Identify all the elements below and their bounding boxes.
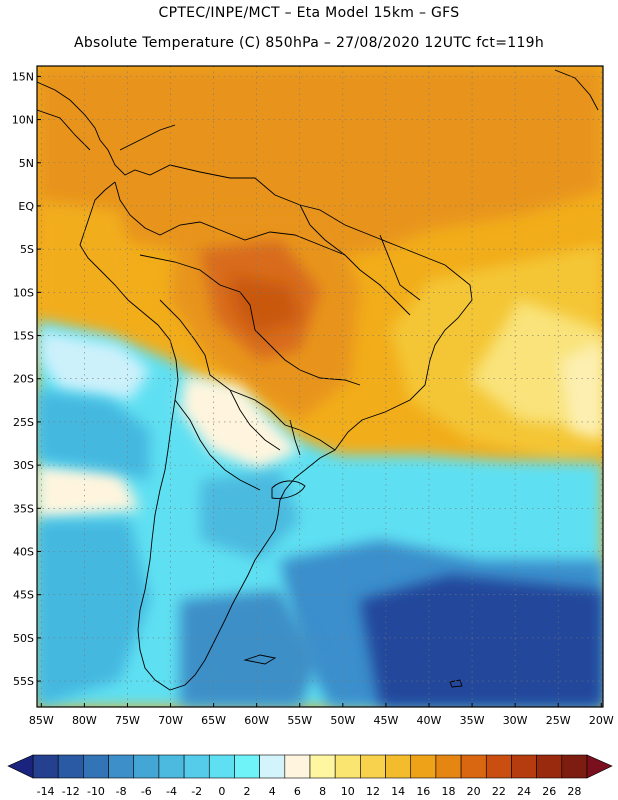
- colorbar-label: 22: [492, 785, 506, 798]
- colorbar-label: 10: [341, 785, 355, 798]
- longitude-label: 45W: [373, 714, 398, 727]
- latitude-label: 45S: [13, 589, 34, 602]
- colorbar-label: 24: [517, 785, 531, 798]
- coastlines-and-borders: [37, 69, 599, 691]
- colorbar-label: 20: [467, 785, 481, 798]
- colorbar-label: 6: [294, 785, 301, 798]
- colorbar-box: [309, 754, 336, 779]
- colorbar-box: [208, 754, 235, 779]
- colorbar-box: [460, 754, 487, 779]
- colorbar-box: [183, 754, 210, 779]
- longitude-label: 40W: [417, 714, 442, 727]
- grid-lines: [37, 66, 603, 707]
- colorbar-boxes: [32, 754, 588, 779]
- colorbar-label: 2: [244, 785, 251, 798]
- colorbar-label: 16: [416, 785, 430, 798]
- longitude-label: 20W: [589, 714, 614, 727]
- colorbar-box: [133, 754, 160, 779]
- colorbar-box: [410, 754, 437, 779]
- latitude-label: 25S: [13, 416, 34, 429]
- colorbar-box: [284, 754, 311, 779]
- colorbar-box: [83, 754, 109, 779]
- colorbar: -14 -12 -10 -8 -6 -4 -2 0 2 4 6 8 10 12 14 16 18 20 22 24 26…: [7, 754, 613, 798]
- longitude-label: 35W: [460, 714, 485, 727]
- colorbar-label: -14: [37, 785, 55, 798]
- colorbar-box: [158, 754, 185, 779]
- colorbar-label: 14: [391, 785, 405, 798]
- chart-title-line1: CPTEC/INPE/MCT – Eta Model 15km – GFS: [158, 5, 460, 21]
- latitude-labels: 15N 10N 5N EQ 5S 10S 15S 20S 25S 30S 35S 40S 45S 50S 5…: [12, 70, 41, 688]
- colorbar-left-arrow: [7, 754, 34, 779]
- latitude-label: 40S: [13, 546, 34, 559]
- latitude-label: 50S: [13, 632, 34, 645]
- chart-title-line2: Absolute Temperature (C) 850hPa – 27/08/…: [73, 35, 545, 51]
- colorbar-box: [435, 754, 462, 779]
- colorbar-labels: -14 -12 -10 -8 -6 -4 -2 0 2 4 6 8 10 12 14 16 18 20 22 24 26…: [37, 785, 582, 798]
- longitude-label: 30W: [503, 714, 528, 727]
- longitude-label: 65W: [201, 714, 226, 727]
- latitude-label: 10N: [12, 114, 34, 127]
- latitude-label: 55S: [13, 675, 34, 688]
- latitude-label: 15S: [13, 330, 34, 343]
- colorbar-box: [259, 754, 286, 779]
- colorbar-label: 8: [319, 785, 326, 798]
- colorbar-box: [360, 754, 386, 779]
- longitude-label: 75W: [115, 714, 140, 727]
- colorbar-box: [334, 754, 361, 779]
- latitude-label: 20S: [13, 373, 34, 386]
- longitude-label: 85W: [29, 714, 54, 727]
- colorbar-label: -10: [87, 785, 105, 798]
- latitude-label: 15N: [12, 70, 34, 83]
- latitude-label: EQ: [18, 200, 34, 213]
- map-frame: [36, 65, 604, 708]
- latitude-label: 5N: [19, 157, 34, 170]
- colorbar-label: -4: [166, 785, 177, 798]
- colorbar-box: [32, 754, 59, 779]
- colorbar-box: [561, 754, 588, 779]
- colorbar-box: [57, 754, 84, 779]
- colorbar-label: -6: [141, 785, 152, 798]
- latitude-label: 35S: [13, 502, 34, 515]
- colorbar-label: 26: [542, 785, 556, 798]
- longitude-label: 55W: [287, 714, 312, 727]
- colorbar-label: 28: [567, 785, 581, 798]
- colorbar-box: [385, 754, 412, 779]
- temperature-field: [37, 66, 603, 707]
- latitude-label: 30S: [13, 459, 34, 472]
- colorbar-label: -2: [191, 785, 202, 798]
- longitude-label: 25W: [546, 714, 571, 727]
- colorbar-label: 0: [218, 785, 225, 798]
- latitude-label: 10S: [13, 286, 34, 299]
- colorbar-label: 12: [366, 785, 380, 798]
- longitude-labels: 85W 80W 75W 70W 65W 60W 55W 50W 45W 40W 35W 30W 25W 2…: [29, 703, 614, 727]
- colorbar-box: [485, 754, 512, 779]
- longitude-label: 80W: [72, 714, 97, 727]
- colorbar-box: [108, 754, 135, 779]
- temperature-map: 15N 10N 5N EQ 5S 10S 15S 20S 25S 30S 35S 40S 45S 50S 5…: [12, 65, 614, 727]
- colorbar-label: 4: [269, 785, 276, 798]
- longitude-label: 50W: [330, 714, 355, 727]
- longitude-label: 70W: [158, 714, 183, 727]
- colorbar-box: [511, 754, 537, 779]
- longitude-label: 60W: [244, 714, 269, 727]
- colorbar-box: [234, 754, 260, 779]
- colorbar-right-arrow: [586, 754, 613, 779]
- colorbar-box: [536, 754, 563, 779]
- colorbar-label: -12: [62, 785, 80, 798]
- colorbar-label: -8: [116, 785, 127, 798]
- latitude-label: 5S: [20, 243, 34, 256]
- colorbar-label: 18: [442, 785, 456, 798]
